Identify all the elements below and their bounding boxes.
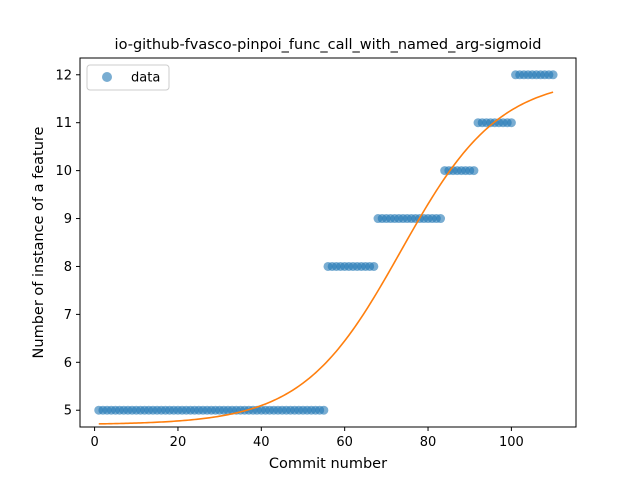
y-tick-label: 5: [64, 404, 72, 419]
x-tick-label: 40: [253, 435, 270, 450]
legend-marker-data: [102, 72, 112, 82]
y-tick-label: 10: [55, 164, 72, 179]
y-tick-label: 8: [64, 260, 72, 275]
y-tick-label: 9: [64, 212, 72, 227]
legend-label-data: data: [131, 71, 160, 86]
legend: data: [86, 64, 170, 91]
x-axis-label: Commit number: [269, 456, 387, 472]
y-tick-label: 12: [55, 68, 72, 83]
x-tick-label: 100: [499, 435, 524, 450]
axes-frame: [79, 57, 577, 428]
data-point: [506, 118, 516, 128]
data-point: [319, 405, 329, 415]
data-point: [436, 214, 446, 224]
x-tick-label: 0: [90, 435, 98, 450]
y-tick-label: 6: [64, 356, 72, 371]
x-axis-ticks: 0 20 40 60 80 100: [90, 427, 524, 450]
data-point: [369, 261, 379, 271]
y-tick-label: 7: [64, 308, 72, 323]
legend-box: [86, 64, 170, 91]
fit-curve: [98, 91, 554, 425]
data-point: [548, 70, 558, 80]
x-tick-label: 60: [336, 435, 353, 450]
x-tick-label: 20: [170, 435, 187, 450]
y-axis-ticks: 5 6 7 8 9 10 11 12: [55, 68, 80, 419]
x-tick-label: 80: [420, 435, 437, 450]
data-point: [469, 166, 479, 176]
plot-area: [94, 70, 558, 425]
y-axis-label: Number of instance of a feature: [31, 126, 47, 358]
chart-title: io-github-fvasco-pinpoi_func_call_with_n…: [115, 37, 542, 53]
y-tick-label: 11: [55, 116, 72, 131]
